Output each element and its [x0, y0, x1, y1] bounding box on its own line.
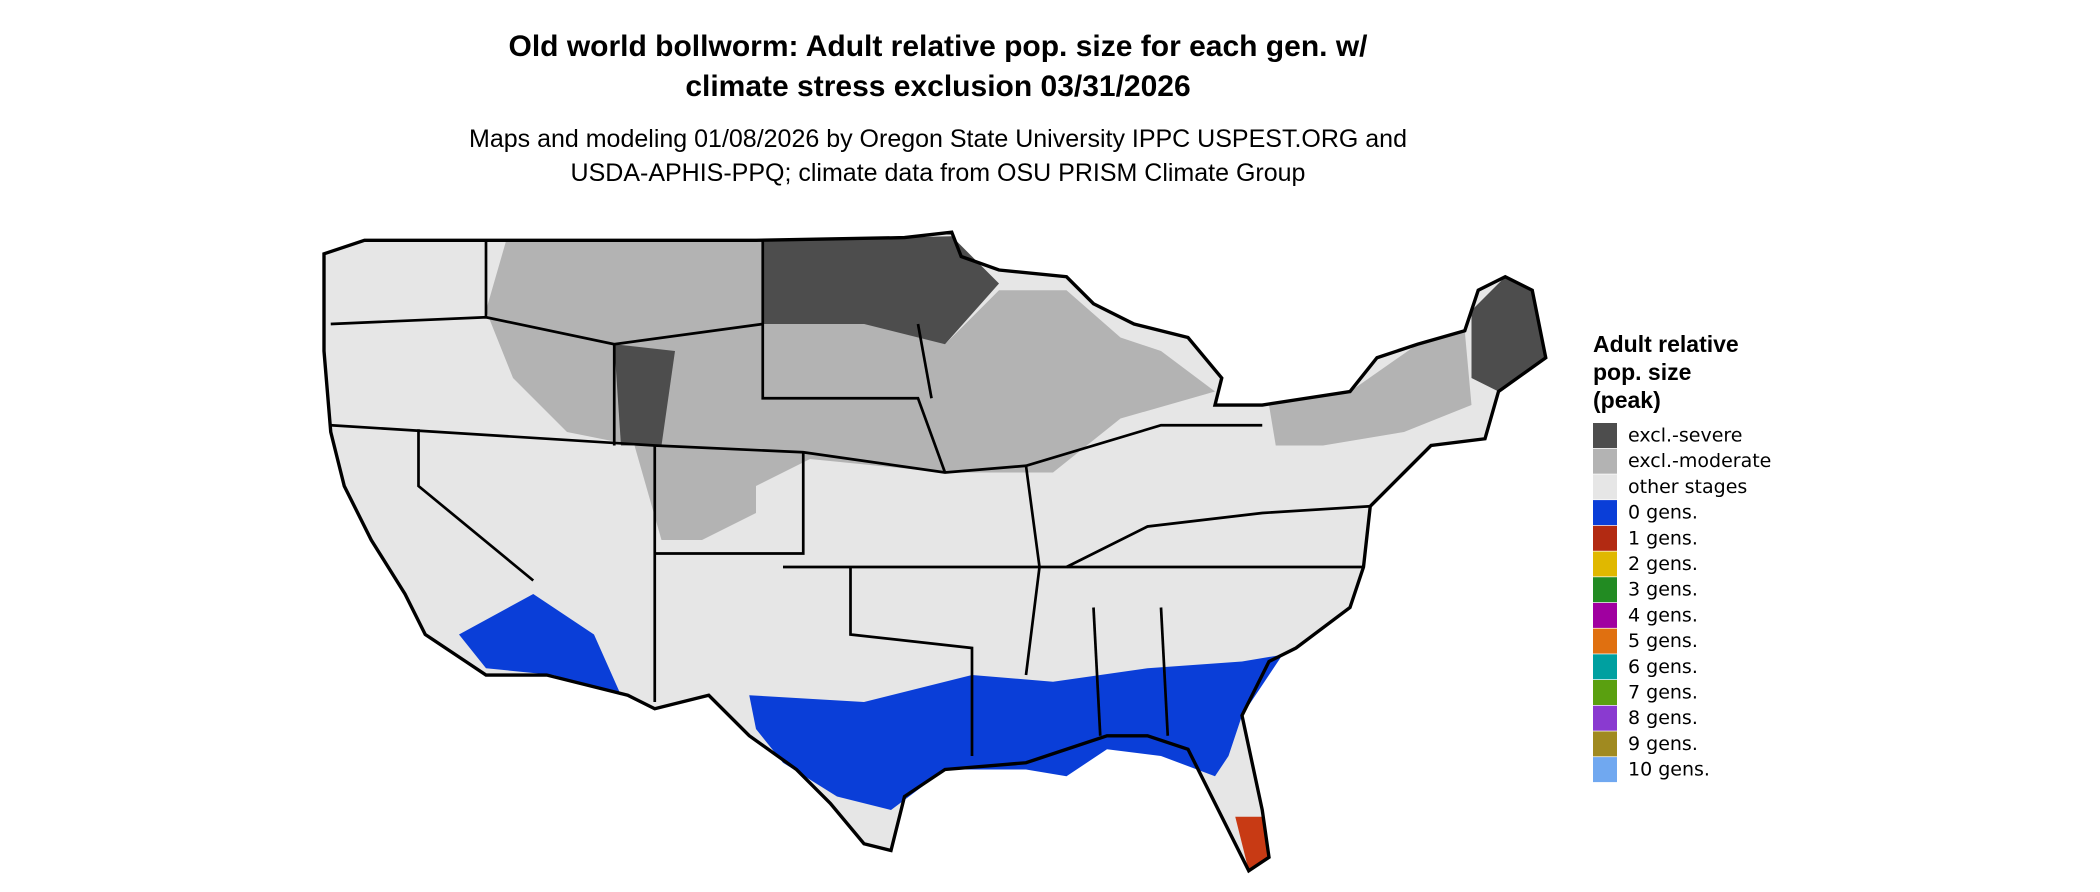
legend-swatch — [1593, 731, 1617, 757]
title-line: climate stress exclusion 03/31/2026 — [685, 70, 1190, 103]
legend-swatch — [1593, 628, 1617, 654]
legend-label: 0 gens. — [1628, 502, 1698, 524]
legend-swatch — [1593, 525, 1617, 551]
legend-label: 6 gens. — [1628, 656, 1698, 678]
legend-title: (peak) — [1593, 387, 1661, 413]
region-blue — [749, 654, 1283, 810]
legend-swatch — [1593, 602, 1617, 628]
subtitle-line: USDA-APHIS-PPQ; climate data from OSU PR… — [571, 159, 1306, 187]
legend-label: 1 gens. — [1628, 527, 1698, 549]
region-blue — [459, 594, 621, 696]
legend-label: excl.-moderate — [1628, 450, 1771, 472]
legend-swatch — [1593, 654, 1617, 680]
legend-title: pop. size — [1593, 359, 1691, 385]
legend-swatch — [1593, 757, 1617, 783]
legend-swatch — [1593, 680, 1617, 705]
us-map — [322, 230, 1548, 874]
legend-swatch — [1593, 448, 1617, 474]
map-outline — [322, 230, 1548, 874]
region-moderate — [1269, 330, 1472, 446]
legend-label: other stages — [1628, 476, 1747, 498]
legend-label: 3 gens. — [1628, 579, 1698, 601]
legend-label: 8 gens. — [1628, 707, 1698, 729]
region-severe — [1471, 276, 1546, 392]
legend-swatch — [1593, 551, 1617, 577]
legend-label: excl.-severe — [1628, 425, 1743, 447]
legend-label: 9 gens. — [1628, 733, 1698, 755]
legend-label: 4 gens. — [1628, 604, 1698, 626]
subtitle-line: Maps and modeling 01/08/2026 by Oregon S… — [469, 125, 1407, 153]
legend-label: 7 gens. — [1628, 682, 1698, 704]
legend-swatch — [1593, 577, 1617, 603]
state-lines — [330, 240, 1371, 757]
legend-label: 2 gens. — [1628, 553, 1698, 575]
region-severe — [762, 236, 999, 345]
legend-label: 10 gens. — [1628, 759, 1710, 781]
legend-swatch — [1593, 423, 1617, 448]
region-red — [1235, 816, 1269, 871]
region-severe — [614, 344, 675, 446]
title-line: Old world bollworm: Adult relative pop. … — [509, 30, 1369, 63]
legend-label: 5 gens. — [1628, 630, 1698, 652]
legend-swatch — [1593, 705, 1617, 731]
legend-title: Adult relative — [1593, 331, 1739, 357]
legend-swatch — [1593, 500, 1617, 526]
legend-swatch — [1593, 474, 1617, 500]
